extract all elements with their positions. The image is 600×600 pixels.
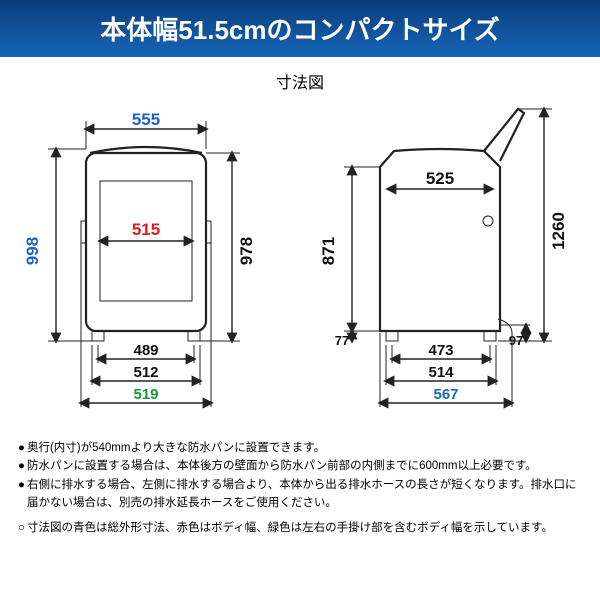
notes-list: 奥行(内寸)が540mmより大きな防水パンに設置できます。 防水パンに設置する場… [0,429,600,513]
dim-side-right-height: 1260 [549,212,568,250]
dimension-diagrams: 555 515 998 978 489 512 [0,101,600,429]
dim-side-depth-overall: 567 [433,386,458,403]
dim-side-left-offset: 77 [335,333,349,348]
dim-front-right-height: 978 [237,237,256,265]
side-view: 525 871 77 1260 97 473 [302,101,592,421]
dim-front-feet-inner: 489 [133,342,158,359]
dim-front-feet-outer: 512 [133,364,158,381]
dim-side-feet-inner: 473 [428,342,453,359]
dim-side-depth-top: 525 [426,169,454,188]
color-legend: 寸法図の青色は総外形寸法、赤色はボディ幅、緑色は左右の手掛け部を含むボディ幅を示… [0,513,600,535]
note-item: 奥行(内寸)が540mmより大きな防水パンに設置できます。 [18,439,582,457]
dim-side-right-offset: 97 [509,333,523,348]
dim-front-top-width: 555 [132,110,160,129]
dim-side-left-height: 871 [319,237,338,265]
dim-side-feet-outer: 514 [428,364,454,381]
front-view: 555 515 998 978 489 512 [8,101,278,421]
dim-front-handle-width: 519 [133,386,158,403]
dim-front-body-width: 515 [132,220,160,239]
diagram-title: 寸法図 [0,69,600,93]
compact-size-banner: 本体幅51.5cmのコンパクトサイズ [0,0,600,57]
note-item: 防水パンに設置する場合は、本体後方の壁面から防水パン前部の内側までに600mm以… [18,457,582,475]
dim-front-left-height: 998 [23,237,42,265]
note-item: 右側に排水する場合、左側に排水する場合より、本体から出る排水ホースの長さが短くな… [18,476,582,513]
